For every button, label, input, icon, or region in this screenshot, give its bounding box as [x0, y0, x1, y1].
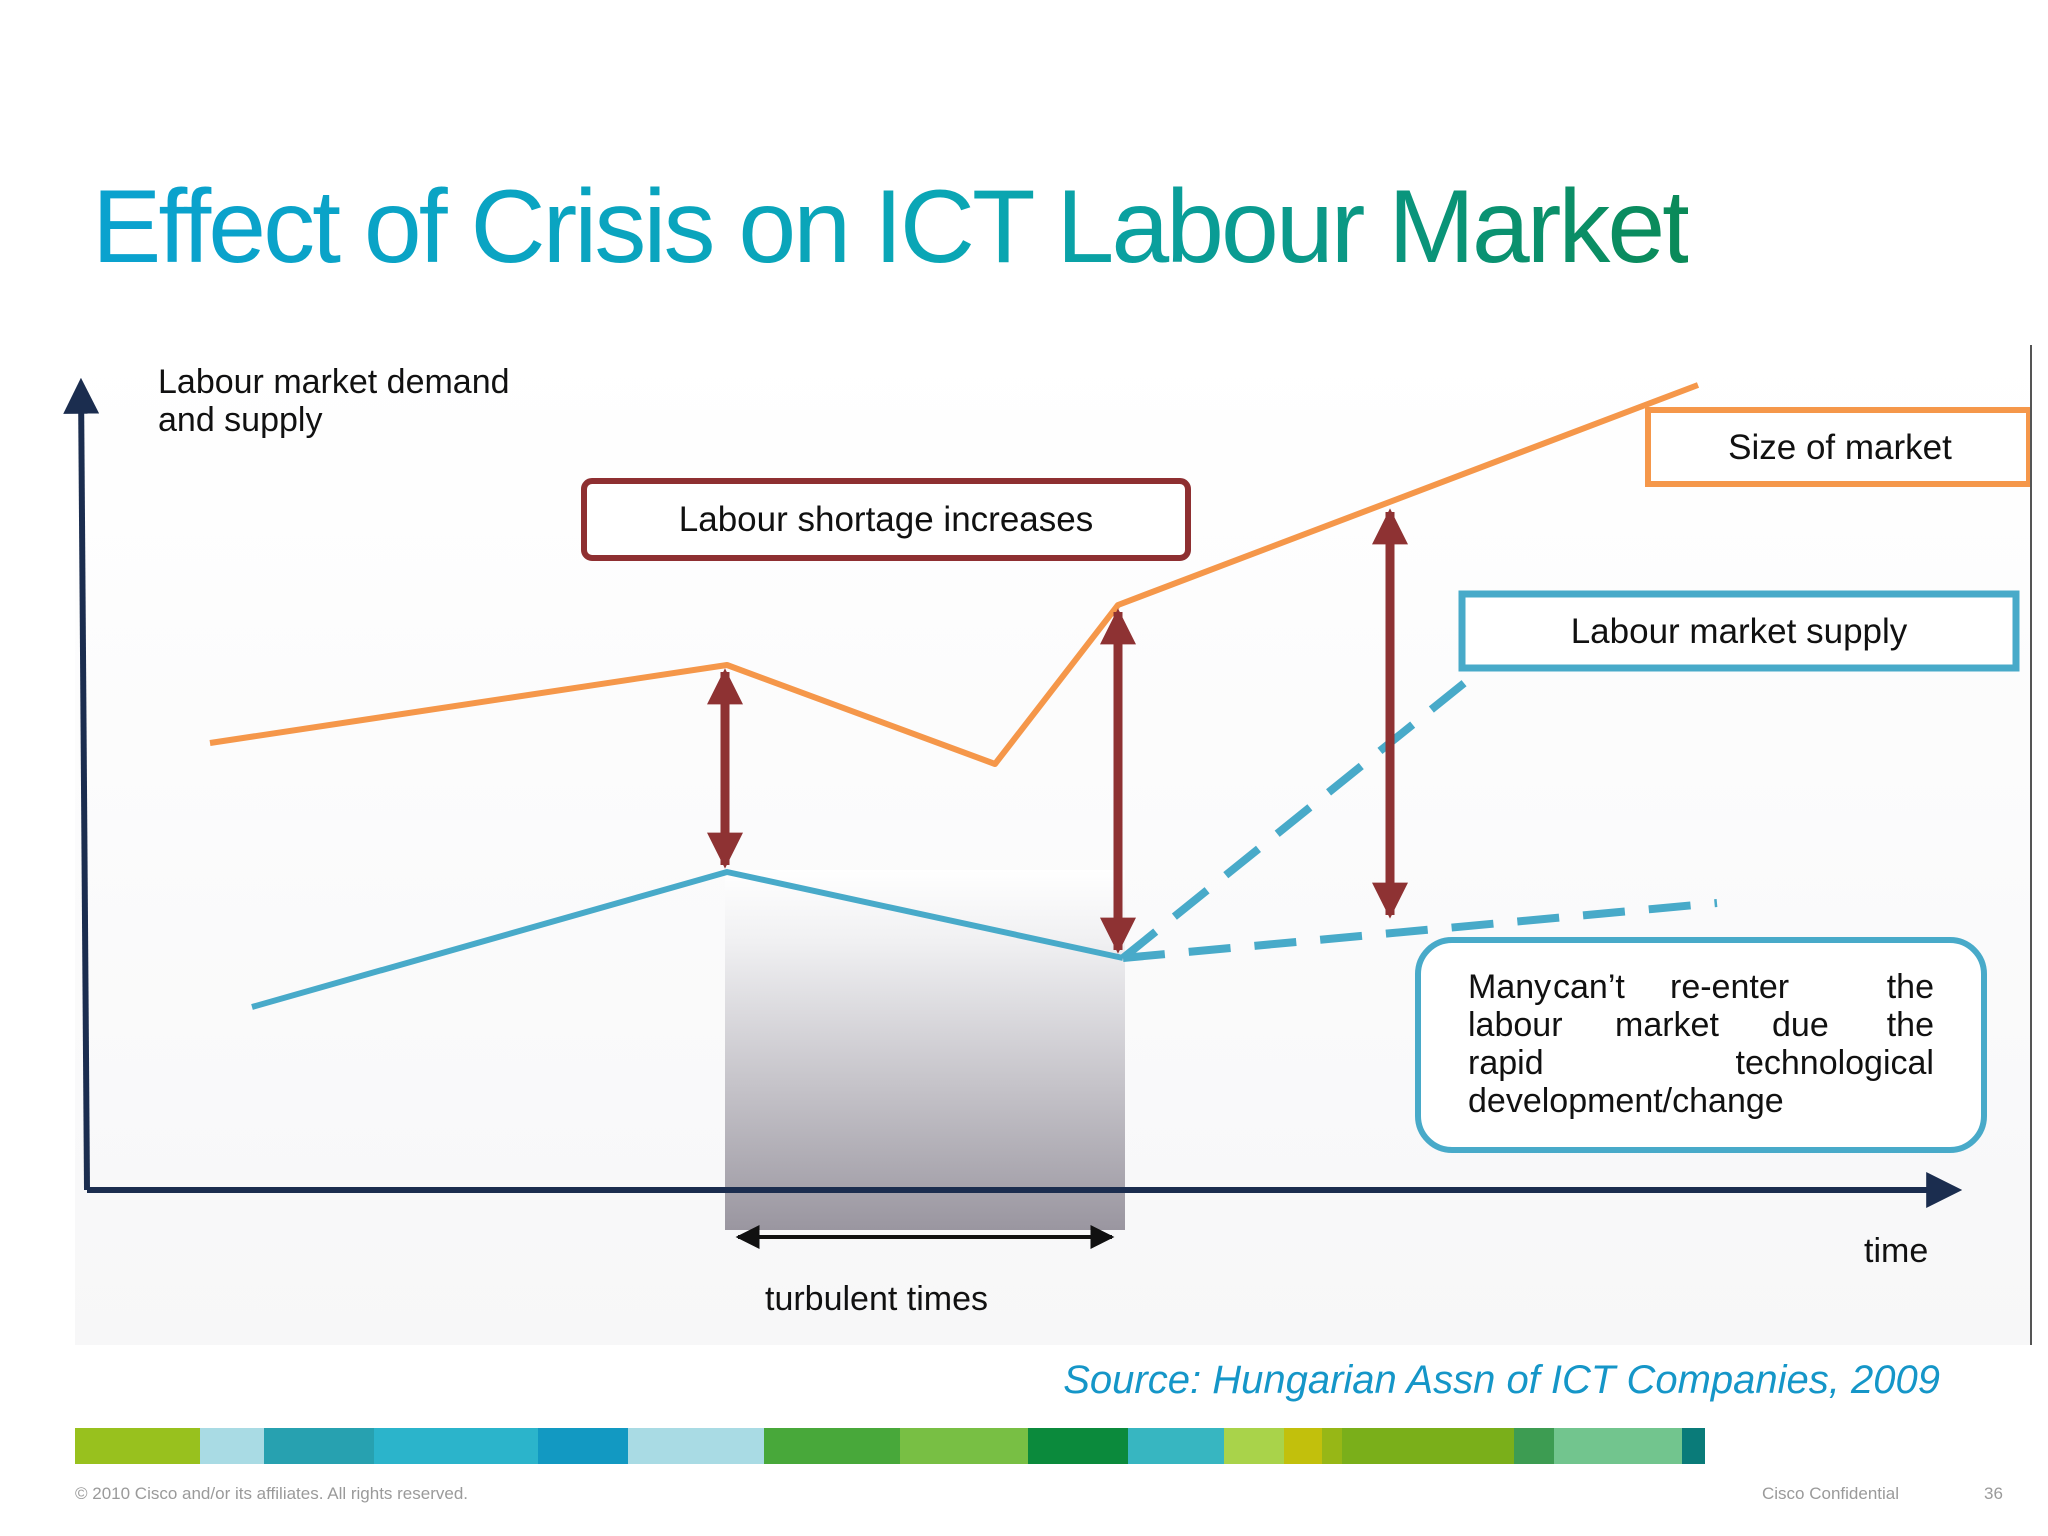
note-word: Many: [1468, 968, 1551, 1006]
color-bar-segment: [1682, 1428, 1705, 1464]
color-bar-segment: [628, 1428, 764, 1464]
y-axis-label-line2: and supply: [158, 401, 322, 439]
note-word: can’t: [1553, 968, 1625, 1006]
color-bar-segment: [1284, 1428, 1322, 1464]
turbulent-times-label: turbulent times: [765, 1280, 988, 1318]
color-bar-segment: [1128, 1428, 1224, 1464]
color-bar-segment: [538, 1428, 628, 1464]
size-callout-box: [1645, 407, 2032, 487]
shortage-callout-box: [581, 478, 1191, 561]
color-bar-segment: [1554, 1428, 1682, 1464]
color-bar-segment: [764, 1428, 900, 1464]
labour-market-diagram: Labour market demand and supply time tur…: [63, 345, 2032, 1345]
note-word: the: [1887, 968, 1934, 1006]
y-axis-label-line1: Labour market demand: [158, 363, 510, 401]
supply-projection-stagnant: [1122, 899, 1718, 962]
confidential-label: Cisco Confidential: [1762, 1484, 1900, 1503]
note-callout-text: Many can’t re-enter the labour market du…: [1468, 968, 1934, 1120]
note-word: re-enter: [1670, 968, 1789, 1006]
supply-line: [251, 869, 1124, 1010]
note-word: rapid: [1468, 1044, 1544, 1082]
supply-callout-box: [1458, 590, 2020, 672]
supply-callout-text: Labour market supply: [1571, 612, 1908, 651]
color-bar-segment: [1028, 1428, 1128, 1464]
x-axis-label: time: [1864, 1232, 1928, 1270]
brand-color-bar: [75, 1428, 1973, 1464]
color-bar-segment: [200, 1428, 264, 1464]
shortage-callout-text: Labour shortage increases: [679, 500, 1093, 539]
size-callout-text: Size of market: [1728, 428, 1952, 467]
color-bar-segment: [1514, 1428, 1554, 1464]
page-number: 36: [1984, 1484, 2003, 1503]
color-bar-segment: [1224, 1428, 1284, 1464]
note-word: due: [1772, 1006, 1829, 1044]
note-word: the: [1887, 1006, 1934, 1044]
color-bar-segment: [1322, 1428, 1342, 1464]
color-bar-segment: [75, 1428, 200, 1464]
source-citation: Source: Hungarian Assn of ICT Companies,…: [1063, 1358, 1940, 1402]
copyright-text: © 2010 Cisco and/or its affiliates. All …: [75, 1484, 469, 1503]
color-bar-segment: [374, 1428, 538, 1464]
note-word: market: [1615, 1006, 1719, 1044]
market-size-line: [209, 382, 1700, 767]
y-axis: [63, 377, 100, 1191]
slide-title: Effect of Crisis on ICT Labour Market: [92, 169, 1691, 285]
turbulent-period-shading: [725, 870, 1125, 1230]
color-bar-segment: [264, 1428, 374, 1464]
color-bar-segment: [900, 1428, 1028, 1464]
note-word: technological: [1736, 1044, 1934, 1082]
note-callout-box: [1415, 937, 1987, 1153]
color-bar-segment: [1342, 1428, 1514, 1464]
note-line: development/change: [1468, 1082, 1784, 1120]
right-edge-rule: [2030, 345, 2032, 1345]
note-word: labour: [1468, 1006, 1563, 1044]
supply-projection-recovery: [1120, 676, 1471, 962]
